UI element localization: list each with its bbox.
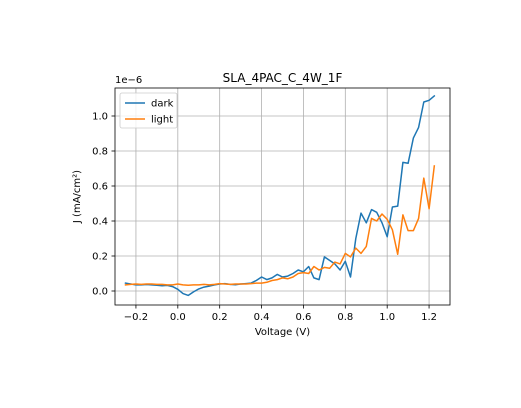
grid	[115, 88, 450, 305]
y-tick-label: 0.6	[92, 182, 108, 193]
x-tick-label: 0.6	[295, 312, 311, 323]
series-line-light	[124, 165, 436, 286]
y-tick-label: 0.2	[92, 252, 108, 263]
plot-area	[124, 94, 436, 297]
legend: dark light	[119, 92, 178, 129]
x-tick-label: 1.0	[379, 312, 395, 323]
x-tick-label: 0.4	[254, 312, 270, 323]
x-tick-label: −0.2	[124, 312, 148, 323]
series-layer	[124, 94, 436, 297]
y-axis-label: J (mA/cm²)	[72, 170, 83, 224]
x-tick-label: 0.2	[212, 312, 228, 323]
axes-frame	[114, 87, 451, 306]
chart-title: SLA_4PAC_C_4W_1F	[223, 71, 343, 85]
y-tick-label: 0.4	[92, 217, 108, 228]
x-tick-label: 0.0	[170, 312, 186, 323]
x-tick-label: 0.8	[337, 312, 353, 323]
y-tick-label: 1.0	[92, 112, 108, 123]
y-axis-ticks: 0.0 0.2 0.4 0.6 0.8 1.0	[92, 112, 115, 298]
y-axis-offset-label: 1e−6	[115, 75, 142, 86]
series-line-dark	[124, 94, 436, 297]
x-axis-ticks: −0.2 0.0 0.2 0.4 0.6 0.8 1.0 1.2	[124, 305, 437, 323]
legend-label-dark: dark	[151, 99, 174, 110]
legend-label-light: light	[151, 115, 173, 126]
y-tick-label: 0.8	[92, 147, 108, 158]
y-tick-label: 0.0	[92, 287, 108, 298]
x-tick-label: 1.2	[421, 312, 437, 323]
x-axis-label: Voltage (V)	[255, 327, 310, 338]
